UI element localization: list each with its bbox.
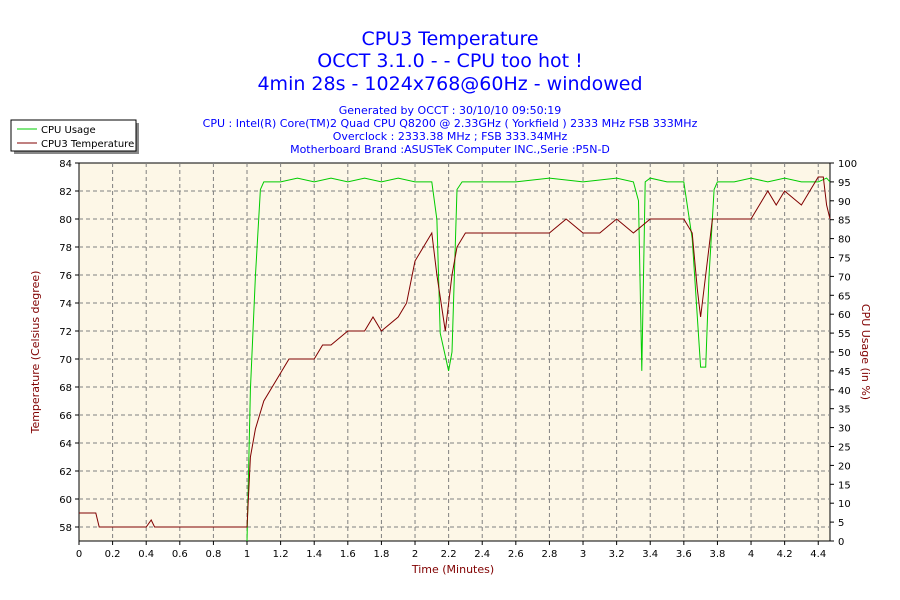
- y-right-tick-label: 20: [838, 461, 851, 472]
- series-line-cpu3-temperature: [79, 176, 831, 528]
- x-tick-label: 3.2: [609, 549, 625, 560]
- x-tick-label: 3.6: [676, 549, 692, 560]
- x-tick-label: 1.8: [373, 549, 389, 560]
- y-right-tick-label: 5: [838, 518, 844, 529]
- x-tick-label: 0.4: [138, 549, 154, 560]
- chart-subtitle-2: 4min 28s - 1024x768@60Hz - windowed: [257, 73, 642, 95]
- x-tick-label: 4.2: [777, 549, 793, 560]
- y-right-axis-title: CPU Usage (in %): [859, 304, 872, 400]
- y-left-tick-label: 62: [59, 467, 72, 478]
- series-line-cpu-usage: [246, 177, 831, 542]
- y-left-tick-label: 68: [59, 383, 72, 394]
- y-left-tick-label: 58: [59, 523, 72, 534]
- y-left-tick-label: 78: [59, 243, 72, 254]
- x-tick-label: 1.6: [340, 549, 356, 560]
- x-tick-label: 2: [412, 549, 418, 560]
- y-right-tick-label: 95: [838, 178, 851, 189]
- y-right-tick-label: 90: [838, 197, 851, 208]
- x-tick-label: 4.4: [810, 549, 826, 560]
- y-left-tick-label: 74: [59, 299, 72, 310]
- y-right-tick-label: 0: [838, 537, 844, 548]
- info-line-overclock: Overclock : 2333.38 MHz ; FSB 333.34MHz: [333, 130, 568, 143]
- y-right-tick-label: 50: [838, 348, 851, 359]
- y-left-tick-label: 70: [59, 355, 72, 366]
- x-tick-label: 2.6: [508, 549, 524, 560]
- x-tick-label: 0.8: [205, 549, 221, 560]
- y-left-tick-label: 82: [59, 187, 72, 198]
- y-right-tick-label: 40: [838, 386, 851, 397]
- plot-area: [78, 162, 831, 542]
- y-right-tick-label: 10: [838, 499, 851, 510]
- x-tick-label: 2.4: [474, 549, 490, 560]
- y-right-tick-label: 65: [838, 291, 851, 302]
- x-tick-label: 1.4: [306, 549, 322, 560]
- x-tick-label: 1: [244, 549, 250, 560]
- x-tick-label: 3.4: [642, 549, 658, 560]
- x-tick-label: 2.2: [441, 549, 457, 560]
- info-line-motherboard: Motherboard Brand :ASUSTeK Computer INC.…: [290, 143, 610, 156]
- y-left-tick-label: 76: [59, 271, 72, 282]
- y-right-tick-label: 15: [838, 480, 851, 491]
- x-tick-label: 0.2: [105, 549, 121, 560]
- y-right-tick-label: 80: [838, 235, 851, 246]
- y-right-tick-label: 25: [838, 443, 851, 454]
- info-line-cpu: CPU : Intel(R) Core(TM)2 Quad CPU Q8200 …: [203, 117, 698, 130]
- chart-subtitle-1: OCCT 3.1.0 - - CPU too hot !: [317, 50, 583, 72]
- y-right-tick-label: 70: [838, 272, 851, 283]
- y-left-axis-title: Temperature (Celsius degree): [29, 271, 42, 435]
- y-right-tick-label: 55: [838, 329, 851, 340]
- x-tick-label: 1.2: [273, 549, 289, 560]
- x-tick-label: 2.8: [541, 549, 557, 560]
- x-tick-label: 4: [748, 549, 754, 560]
- y-right-tick-label: 45: [838, 367, 851, 378]
- x-tick-label: 0: [76, 549, 82, 560]
- y-right-tick-label: 85: [838, 216, 851, 227]
- x-axis-title: Time (Minutes): [411, 563, 494, 576]
- legend: CPU Usage CPU3 Temperature: [10, 119, 139, 154]
- y-left-tick-label: 80: [59, 215, 72, 226]
- x-tick-label: 3.8: [709, 549, 725, 560]
- y-right-tick-label: 30: [838, 424, 851, 435]
- y-right-tick-label: 100: [838, 159, 857, 170]
- legend-label-cpu3-temperature: CPU3 Temperature: [41, 139, 134, 150]
- y-left-tick-label: 72: [59, 327, 72, 338]
- y-left-tick-label: 66: [59, 411, 72, 422]
- info-line-generated: Generated by OCCT : 30/10/10 09:50:19: [339, 104, 562, 117]
- y-left-tick-label: 64: [59, 439, 72, 450]
- y-left-tick-label: 84: [59, 159, 72, 170]
- legend-label-cpu-usage: CPU Usage: [41, 125, 96, 136]
- x-tick-label: 0.6: [172, 549, 188, 560]
- y-left-tick-label: 60: [59, 495, 72, 506]
- chart-title: CPU3 Temperature: [361, 28, 538, 50]
- legend-box: [10, 119, 137, 152]
- y-right-tick-label: 75: [838, 254, 851, 265]
- y-right-tick-label: 60: [838, 310, 851, 321]
- x-tick-label: 3: [580, 549, 586, 560]
- y-right-tick-label: 35: [838, 405, 851, 416]
